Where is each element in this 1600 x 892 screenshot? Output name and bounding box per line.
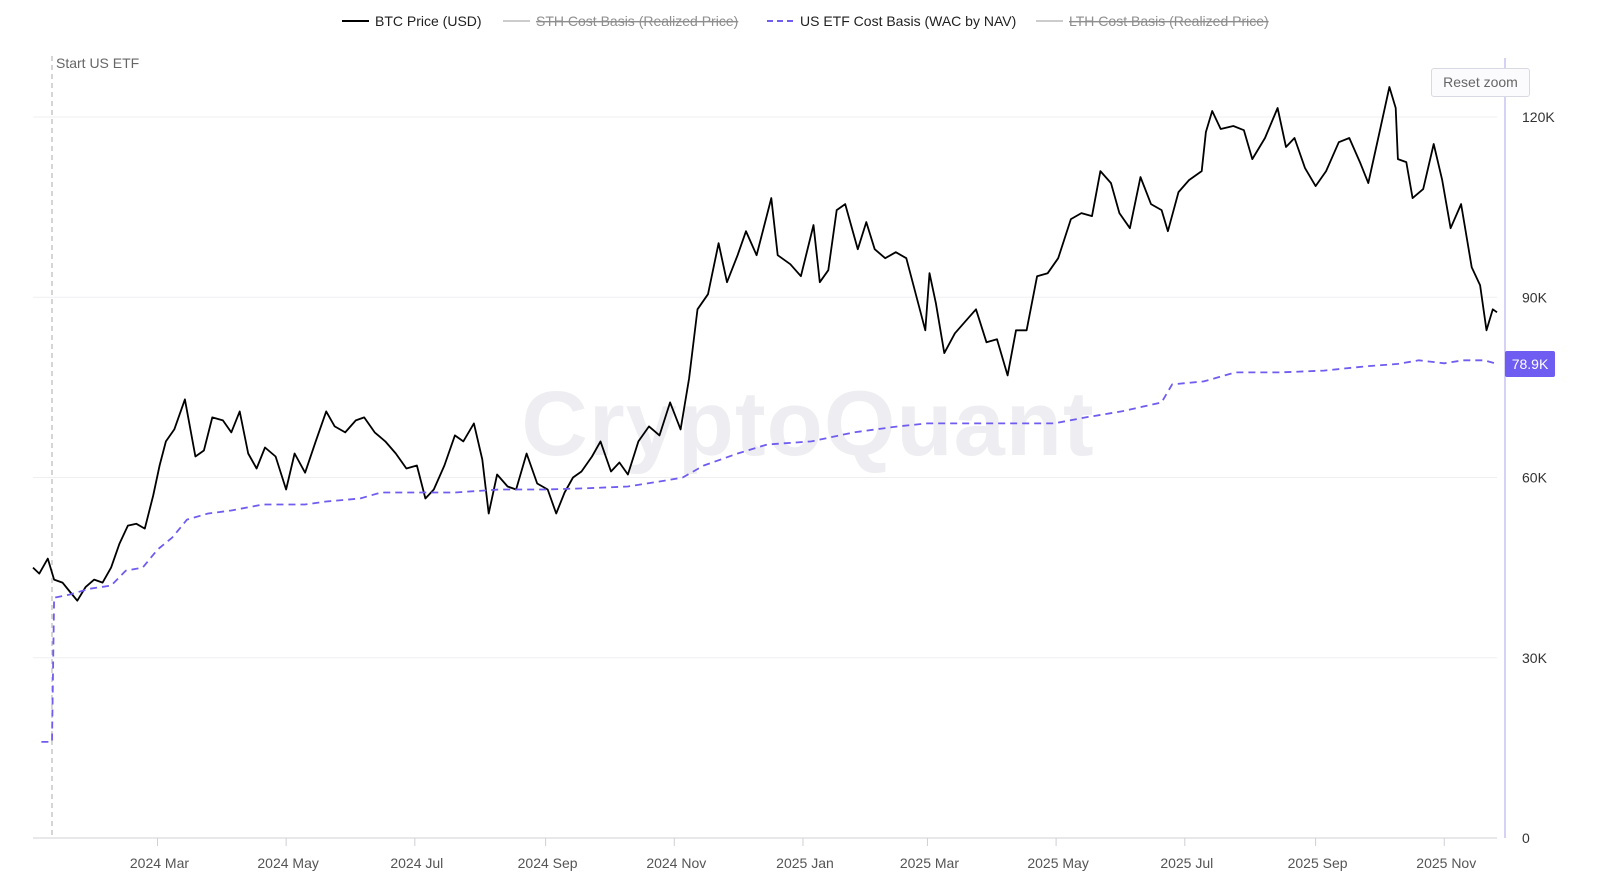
x-tick-label: 2025 Jul (1160, 855, 1213, 871)
y-axis: 0 30K 60K 90K 120K (1522, 109, 1555, 846)
y-tick-label: 0 (1522, 830, 1530, 846)
last-value-label: 78.9K (1512, 356, 1549, 372)
last-value-tag-bg (1505, 350, 1555, 377)
y-tick-label: 30K (1522, 650, 1548, 666)
x-tick-label: 2025 May (1027, 855, 1088, 871)
y-tick-label: 120K (1522, 109, 1555, 125)
legend-item[interactable]: LTH Cost Basis (Realized Price) (1036, 13, 1269, 29)
legend[interactable]: BTC Price (USD) STH Cost Basis (Realized … (342, 13, 1269, 29)
x-tick-label: 2025 Nov (1416, 855, 1476, 871)
legend-item[interactable]: US ETF Cost Basis (WAC by NAV) (767, 13, 1016, 29)
reset-zoom-button[interactable]: Reset zoom (1431, 68, 1530, 97)
legend-label: LTH Cost Basis (Realized Price) (1069, 13, 1269, 29)
start-etf-label: Start US ETF (56, 55, 139, 71)
legend-label: STH Cost Basis (Realized Price) (536, 13, 738, 29)
legend-item[interactable]: STH Cost Basis (Realized Price) (503, 13, 738, 29)
grid (33, 58, 1506, 839)
y-tick-label: 60K (1522, 470, 1548, 486)
series-group (32, 86, 1498, 743)
legend-item[interactable]: BTC Price (USD) (342, 13, 482, 29)
x-tick-label: 2024 Nov (646, 855, 706, 871)
y-tick-label: 90K (1522, 289, 1548, 305)
last-value-tag: 78.9K (1505, 350, 1555, 377)
x-tick-label: 2025 Jan (776, 855, 834, 871)
x-tick-label: 2024 Sep (518, 855, 578, 871)
legend-label: US ETF Cost Basis (WAC by NAV) (800, 13, 1016, 29)
x-tick-label: 2024 Jul (390, 855, 443, 871)
series-line-btc-price (32, 86, 1498, 602)
x-tick-label: 2025 Mar (900, 855, 959, 871)
x-tick-label: 2025 Sep (1288, 855, 1348, 871)
x-axis: 2024 Mar 2024 May 2024 Jul 2024 Sep 2024 Nov… (130, 838, 1476, 871)
series-line-us-etf-cost-basis (41, 359, 1498, 743)
x-tick-label: 2024 May (257, 855, 318, 871)
x-tick-label: 2024 Mar (130, 855, 189, 871)
legend-label: BTC Price (USD) (375, 13, 482, 29)
